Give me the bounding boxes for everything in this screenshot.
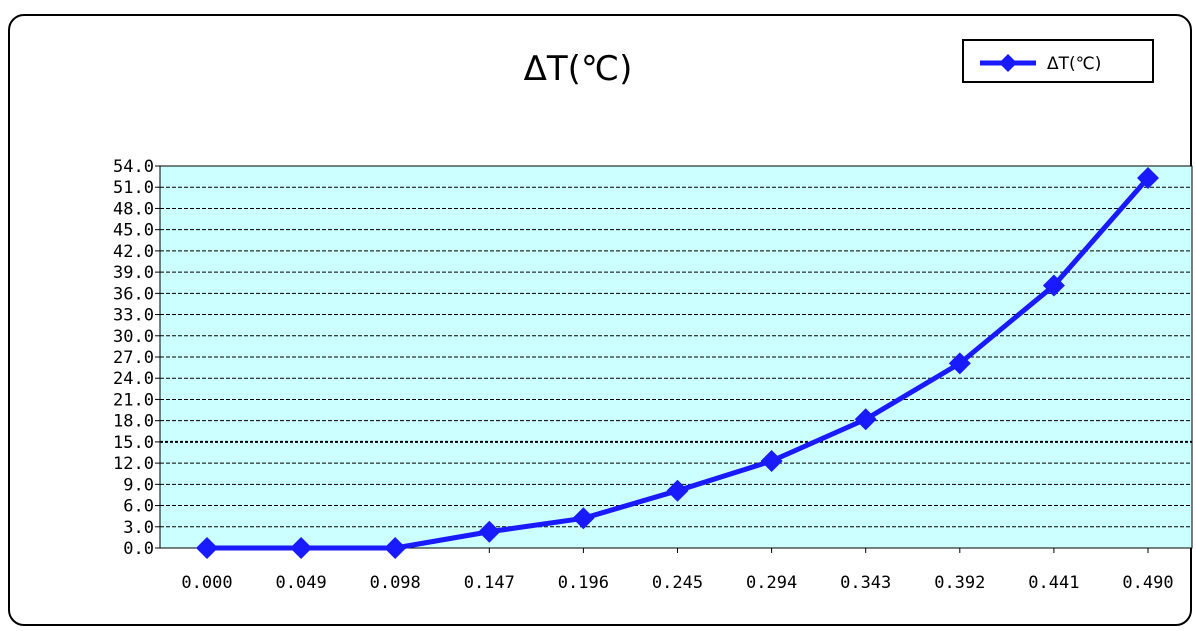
data-point-marker (290, 537, 313, 559)
data-point-marker (1137, 167, 1159, 190)
legend-marker-icon (999, 54, 1017, 72)
data-point-marker (384, 537, 407, 559)
data-point-marker (666, 479, 689, 502)
x-tick-label: 0.441 (1028, 573, 1079, 593)
y-tick-label: 51.0 (113, 178, 154, 198)
y-tick-label: 0.0 (123, 539, 154, 559)
y-tick-label: 3.0 (123, 518, 154, 538)
y-tick-label: 21.0 (113, 390, 154, 410)
y-tick-label: 12.0 (113, 454, 154, 474)
x-tick-label: 0.196 (558, 573, 609, 593)
x-tick-label: 0.245 (652, 573, 703, 593)
legend: ΔT(℃) (962, 39, 1154, 83)
y-tick-label: 33.0 (113, 306, 154, 326)
data-point-marker (196, 537, 218, 559)
data-point-marker (948, 352, 971, 375)
y-tick-label: 15.0 (113, 433, 154, 453)
data-point-marker (1042, 274, 1065, 297)
data-point-marker (760, 449, 783, 472)
series-delta-t (196, 167, 1159, 559)
x-tick-label: 0.392 (934, 573, 985, 593)
x-tick-label: 0.490 (1122, 573, 1173, 593)
y-tick-label: 45.0 (113, 221, 154, 241)
chart-title: ΔT(℃) (524, 49, 633, 89)
y-tick-label: 39.0 (113, 263, 154, 283)
data-point-marker (854, 408, 877, 431)
x-tick-label: 0.049 (276, 573, 327, 593)
x-tick-label: 0.343 (840, 573, 891, 593)
y-tick-label: 24.0 (113, 369, 154, 389)
y-tick-label: 36.0 (113, 284, 154, 304)
y-tick-label: 42.0 (113, 242, 154, 262)
y-tick-label: 27.0 (113, 348, 154, 368)
y-tick-label: 54.0 (113, 157, 154, 177)
x-tick-label: 0.294 (746, 573, 797, 593)
y-axis: 0.03.06.09.012.015.018.021.024.027.030.0… (113, 157, 161, 559)
y-tick-label: 18.0 (113, 412, 154, 432)
data-point-marker (572, 507, 595, 530)
data-point-marker (478, 520, 501, 543)
x-tick-label: 0.000 (181, 573, 232, 593)
y-tick-label: 30.0 (113, 327, 154, 347)
y-tick-label: 9.0 (123, 475, 154, 495)
x-axis: 0.000 0.049 0.098 0.147 0.196 0.245 0.294 0.343… (160, 547, 1192, 593)
x-tick-label: 0.147 (464, 573, 515, 593)
y-tick-label: 6.0 (123, 497, 154, 517)
legend-label: ΔT(℃) (1047, 54, 1101, 74)
x-tick-label: 0.098 (370, 573, 421, 593)
y-tick-label: 48.0 (113, 199, 154, 219)
